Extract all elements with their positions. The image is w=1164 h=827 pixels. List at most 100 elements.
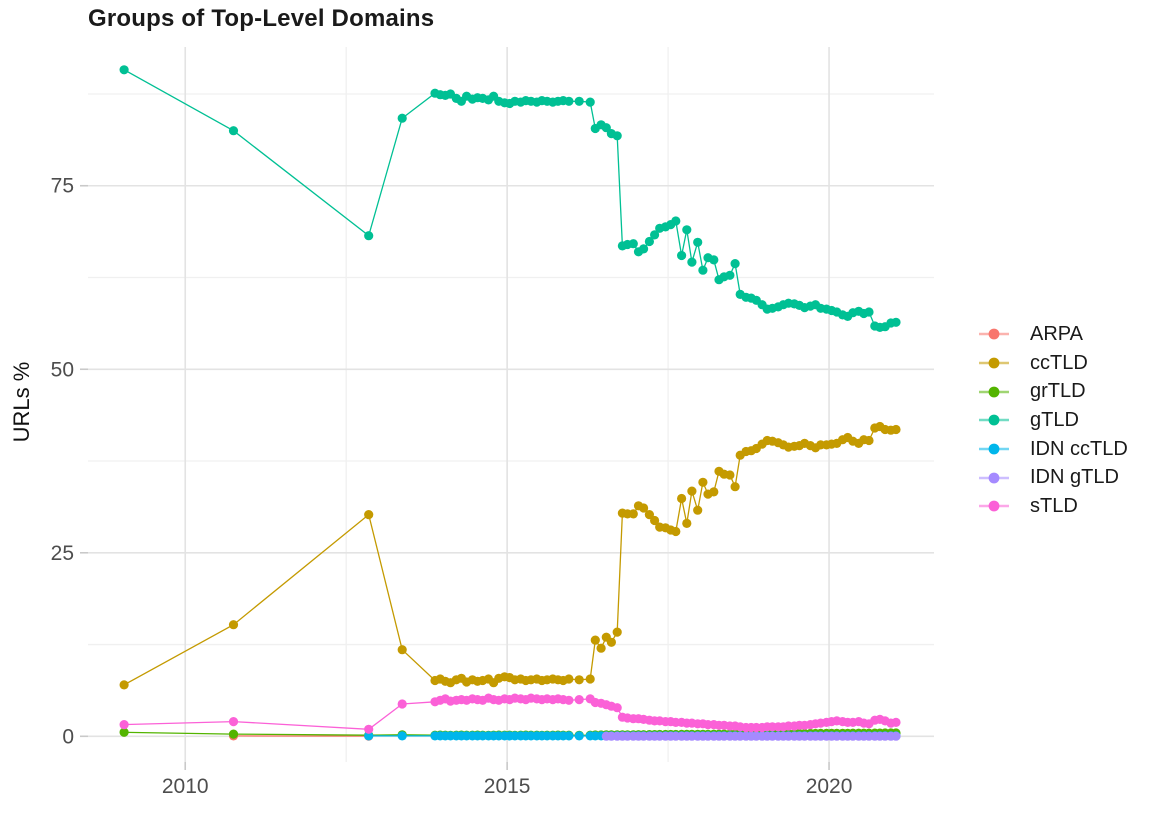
series-point-cctld [628,509,638,519]
series-point-idn-gtld [891,731,901,741]
legend-label: grTLD [1030,380,1086,403]
series-point-cctld [682,518,692,529]
series-point-gtld [687,257,697,267]
series-point-gtld [725,270,735,280]
series-point-gtld [671,216,681,226]
series-point-cctld [864,435,874,446]
series-point-cctld [891,424,901,435]
series-point-stld [119,720,129,730]
legend-label: ARPA [1030,322,1083,345]
series-point-stld [228,717,239,727]
series-point-cctld [606,637,617,647]
legend-item-idn-gtld: IDN gTLD [977,463,1128,492]
x-tick-label: 2020 [806,775,853,798]
series-point-cctld [574,675,584,685]
legend: ARPA ccTLD grTLD gTLD IDN ccTLD IDN gTLD sTLD [977,320,1128,521]
series-point-cctld [639,503,649,513]
series-point-stld [397,699,407,709]
series-point-gtld [119,65,129,75]
series-point-stld [612,703,622,713]
legend-item-gtld: gTLD [977,406,1128,435]
series-point-idn-cctld [564,731,574,741]
series-point-gtld [574,96,584,106]
series-point-stld [891,717,901,728]
legend-label: sTLD [1030,494,1078,517]
series-point-gtld [228,126,239,136]
legend-key-icon [979,357,1009,369]
series-point-gtld [693,237,703,247]
legend-key-point [988,501,1000,512]
x-tick-label: 2010 [162,775,209,798]
series-point-cctld [650,515,660,526]
legend-key-icon [979,443,1009,455]
series-point-cctld [564,674,574,684]
series-point-gtld [612,131,622,141]
series-point-gtld [677,250,687,261]
series-point-gtld [564,96,574,106]
y-tick-label: 25 [51,542,74,565]
series-point-idn-cctld [397,731,407,741]
legend-item-grtld: grTLD [977,377,1128,406]
series-point-gtld [585,97,595,107]
legend-label: gTLD [1030,408,1079,431]
legend-label: ccTLD [1030,351,1088,374]
series-point-cctld [644,509,655,520]
legend-key-icon [979,501,1009,512]
chart-title: Groups of Top-Level Domains [88,5,435,32]
series-point-cctld [693,505,703,515]
legend-key-point [988,443,1000,455]
series-point-gtld [891,317,901,327]
series-point-stld [564,695,574,705]
legend-key-icon [979,415,1009,426]
series-line-gtld [123,69,897,329]
y-tick-label: 75 [51,175,74,198]
legend-key-point [988,415,1000,426]
series-point-idn-cctld [364,731,374,741]
series-point-gtld [709,255,719,265]
series-point-cctld [364,509,374,520]
series-point-cctld [228,620,239,630]
series-point-cctld [596,643,606,653]
series-point-gtld [682,225,692,235]
series-point-cctld [671,526,681,537]
series-point-stld [364,724,374,734]
y-tick-label: 0 [62,725,74,748]
legend-key-icon [979,328,1009,340]
series-point-grtld [228,729,239,739]
y-tick-label: 50 [51,358,74,381]
series-point-gtld [730,259,740,269]
series-point-cctld [687,486,697,496]
legend-key-icon [979,472,1009,484]
series-point-gtld [644,236,655,247]
series-point-grtld [119,727,129,737]
legend-item-idn-cctld: IDN ccTLD [977,435,1128,464]
series-point-idn-cctld [574,731,584,741]
series-point-gtld [397,113,407,123]
x-tick-label: 2015 [484,775,531,798]
legend-key-point [988,328,1000,340]
legend-label: IDN ccTLD [1030,437,1128,460]
legend-item-stld: sTLD [977,492,1128,521]
series-point-gtld [698,265,708,275]
series-point-cctld [725,470,735,480]
series-point-gtld [639,244,649,254]
series-point-cctld [730,482,740,492]
series-point-cctld [585,674,595,684]
legend-item-arpa: ARPA [977,320,1128,349]
series-point-cctld [612,627,622,637]
series-point-cctld [397,645,407,655]
series-point-cctld [677,493,687,504]
series-point-gtld [364,231,374,241]
series-point-cctld [119,680,129,690]
legend-item-cctld: ccTLD [977,349,1128,378]
legend-key-icon [979,386,1009,398]
legend-key-point [988,472,1000,484]
legend-key-point [988,386,1000,398]
legend-label: IDN gTLD [1030,466,1119,489]
series-line-cctld [123,425,897,686]
series-point-stld [574,695,584,705]
legend-key-point [988,357,1000,369]
series-point-gtld [628,239,638,249]
